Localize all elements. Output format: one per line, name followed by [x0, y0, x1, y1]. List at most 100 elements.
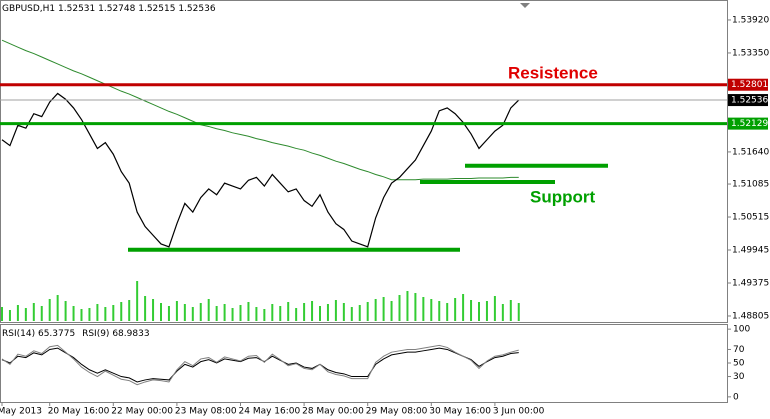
- x-tick-label: 3 Jun 00:00: [493, 407, 545, 417]
- volume-bar: [295, 308, 298, 321]
- x-tick-label: 20 May 16:00: [48, 407, 110, 417]
- volume-bar: [32, 303, 35, 321]
- volume-bar: [104, 307, 107, 321]
- volume-bar: [311, 301, 314, 321]
- price-line: [1, 92, 520, 248]
- shift-marker: [520, 3, 530, 8]
- volume-bar: [136, 281, 139, 321]
- volume-bar: [470, 300, 473, 321]
- y-tick-label: 1.48805: [732, 311, 769, 321]
- volume-bar: [438, 301, 441, 321]
- annotation: Resistence: [508, 63, 598, 82]
- volume-bar: [414, 293, 417, 321]
- volume-bar: [80, 309, 83, 321]
- moving-average: [1, 39, 519, 181]
- rsi-tick-label: 100: [733, 325, 750, 335]
- current-price-label: 1.52536: [731, 96, 768, 106]
- rsi-value: 68.9833: [112, 329, 149, 339]
- x-tick-label: 17 May 2013: [0, 407, 42, 417]
- rsi-value: 65.3775: [38, 329, 75, 339]
- rsi-header: RSI(14) 65.3775 RSI(9) 68.9833: [2, 329, 150, 339]
- volume-bar: [128, 300, 131, 321]
- volume-bar: [24, 308, 27, 321]
- x-tick-label: 28 May 00:00: [302, 407, 364, 417]
- rsi-name: RSI(9): [82, 329, 109, 339]
- x-tick-label: 24 May 16:00: [239, 407, 301, 417]
- y-tick-label: 1.51085: [732, 180, 769, 190]
- volume-bar: [462, 294, 465, 321]
- volume-bar: [422, 297, 425, 321]
- x-tick-label: 22 May 00:00: [111, 407, 173, 417]
- level-label: 1.52801: [731, 80, 768, 90]
- volume-bar: [390, 301, 393, 321]
- y-tick-label: 1.53920: [732, 15, 769, 25]
- rsi-tick-label: 70: [733, 345, 745, 355]
- y-tick-label: 1.49375: [732, 278, 769, 288]
- rsi-line: [1, 347, 519, 383]
- volume-bar: [72, 306, 75, 321]
- volume-bar: [40, 306, 43, 321]
- y-tick-label: 1.50515: [732, 213, 769, 223]
- volume-bar: [287, 302, 290, 321]
- volume-bar: [96, 304, 99, 321]
- volume-bar: [501, 304, 504, 321]
- volume-bar: [64, 301, 67, 321]
- rsi-tick-label: 30: [733, 372, 745, 382]
- volume-bar: [485, 301, 488, 321]
- volume-bar: [342, 303, 345, 321]
- volume-bar: [271, 304, 274, 321]
- rsi-tick-label: 50: [733, 359, 745, 369]
- volume-bar: [144, 296, 147, 321]
- rsi-name: RSI(14): [2, 329, 35, 339]
- volume-bar: [1, 307, 3, 321]
- volume-bar: [191, 307, 194, 321]
- rsi-panel: [0, 324, 728, 403]
- volume-bar: [152, 299, 155, 321]
- main-panel: [0, 0, 728, 323]
- level-box: [728, 78, 768, 91]
- volume-bar: [112, 305, 115, 321]
- volume-bar: [175, 301, 178, 321]
- volume-bar: [231, 308, 234, 321]
- current-price-box: [728, 94, 768, 107]
- chart-header: GBPUSD,H1 1.52531 1.52748 1.52515 1.5253…: [2, 4, 216, 14]
- volume-bar: [239, 305, 242, 321]
- volume-bar: [382, 297, 385, 321]
- volume-bar: [303, 303, 306, 321]
- low: 1.52515: [138, 4, 175, 14]
- volume-bar: [160, 303, 162, 321]
- volume-bar: [199, 303, 202, 321]
- volume-bar: [16, 305, 19, 321]
- level-label: 1.52129: [731, 119, 768, 129]
- x-tick-label: 30 May 16:00: [429, 407, 491, 417]
- volume-bar: [509, 300, 512, 321]
- volume-bar: [350, 307, 353, 321]
- symbol: GBPUSD,H1: [2, 4, 55, 14]
- volume-bar: [478, 302, 480, 321]
- level-box: [728, 117, 768, 130]
- annotation: Support: [530, 187, 595, 206]
- volume-bar: [88, 308, 91, 321]
- volume-bar: [446, 303, 449, 321]
- volume-bar: [517, 303, 520, 321]
- volume-bar: [366, 302, 369, 321]
- volume-bar: [326, 304, 329, 321]
- volume-bar: [430, 299, 433, 321]
- y-tick-label: 1.53350: [732, 48, 769, 58]
- rsi-line: [1, 344, 519, 386]
- volume-bar: [358, 305, 361, 321]
- y-tick-label: 1.51640: [732, 147, 769, 157]
- volume-bar: [8, 310, 11, 321]
- volume-bar: [493, 296, 496, 321]
- x-tick-label: 23 May 08:00: [175, 407, 237, 417]
- volume-bar: [223, 304, 226, 321]
- volume-bar: [183, 304, 186, 321]
- open: 1.52531: [58, 4, 95, 14]
- volume-bar: [207, 299, 210, 321]
- volume-bar: [319, 306, 321, 321]
- volume-bar: [454, 298, 457, 321]
- volume-bar: [56, 295, 59, 321]
- volume-bar: [398, 295, 401, 321]
- x-tick-label: 29 May 08:00: [366, 407, 428, 417]
